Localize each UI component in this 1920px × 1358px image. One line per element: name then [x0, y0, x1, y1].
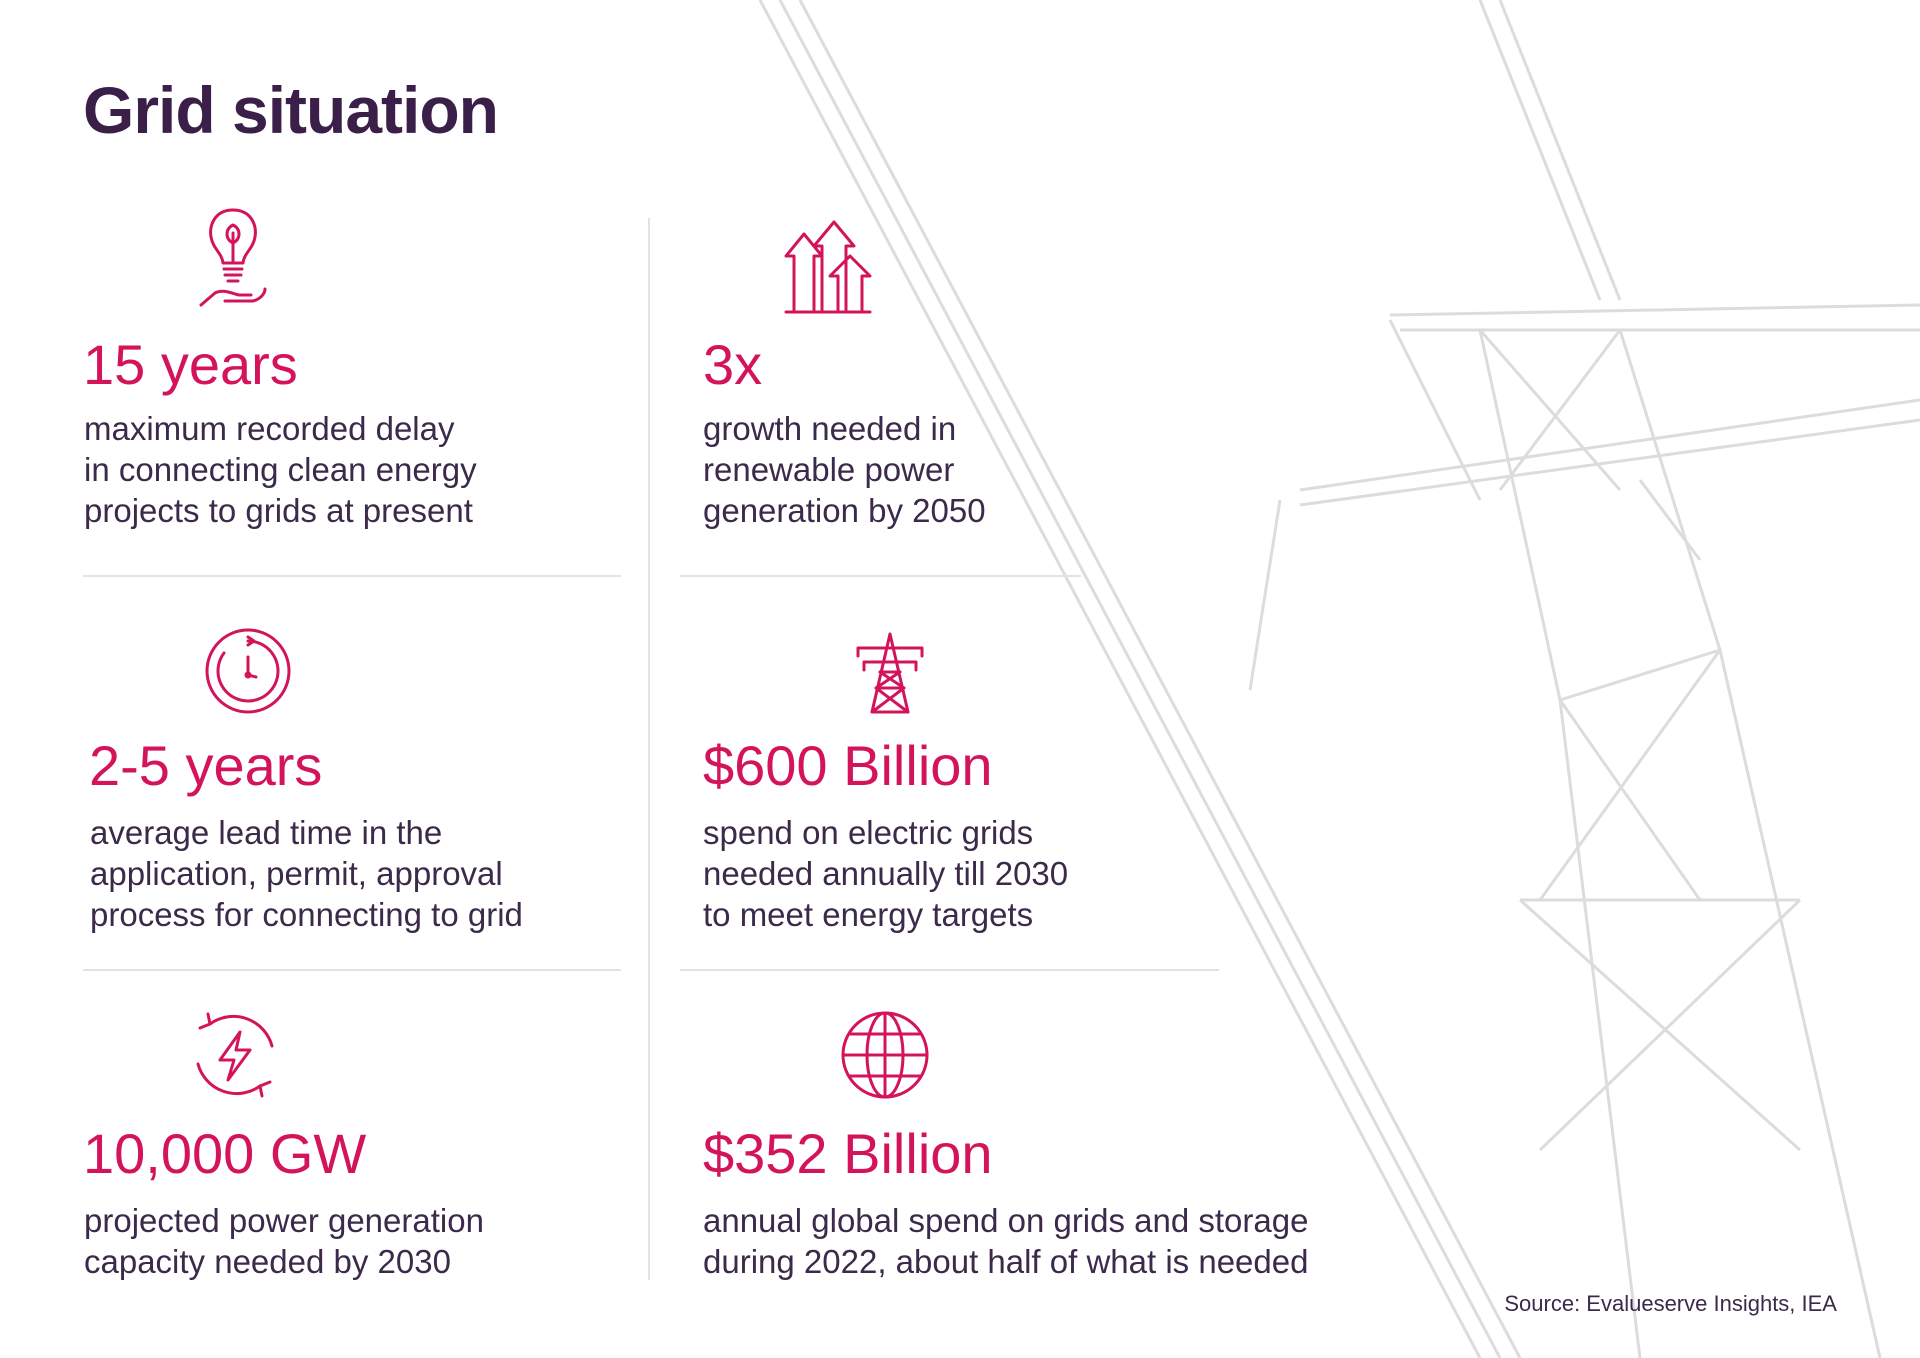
- description-line: needed annually till 2030: [703, 855, 1069, 892]
- description-line: during 2022, about half of what is neede…: [703, 1243, 1309, 1280]
- description-line: in connecting clean energy: [84, 451, 477, 488]
- stat-description: projected power generation capacity neede…: [84, 1200, 484, 1282]
- row-divider: [83, 575, 621, 577]
- description-line: capacity needed by 2030: [84, 1243, 451, 1280]
- energy-icon: [196, 1012, 274, 1098]
- source-note: Source: Evalueserve Insights, IEA: [1504, 1291, 1837, 1316]
- stat-value: 15 years: [83, 333, 298, 396]
- bulb-icon: [199, 208, 267, 307]
- description-line: process for connecting to grid: [90, 896, 523, 933]
- stat-description: growth needed in renewable power generatio…: [703, 408, 986, 531]
- stat-description: maximum recorded delay in connecting clea…: [84, 408, 477, 531]
- description-line: generation by 2050: [703, 492, 986, 529]
- description-line: annual global spend on grids and storage: [703, 1202, 1309, 1239]
- stat-value: $352 Billion: [703, 1122, 993, 1185]
- globe-icon: [841, 1011, 929, 1099]
- stat-value: 3x: [703, 333, 763, 396]
- clock-icon: [205, 628, 291, 714]
- pylon-icon: [856, 632, 924, 714]
- description-line: renewable power: [703, 451, 955, 488]
- description-line: average lead time in the: [90, 814, 443, 851]
- title: Grid situation: [83, 73, 499, 147]
- stat-value: 10,000 GW: [83, 1122, 367, 1185]
- stat-value: 2-5 years: [89, 734, 323, 797]
- stat-description: average lead time in the application, per…: [90, 812, 523, 935]
- description-line: growth needed in: [703, 410, 957, 447]
- stat-value: $600 Billion: [703, 734, 993, 797]
- stat-description: annual global spend on grids and storage…: [703, 1200, 1308, 1282]
- row-divider: [83, 969, 621, 971]
- column-divider: [648, 218, 650, 1280]
- description-line: to meet energy targets: [703, 896, 1034, 933]
- description-line: projects to grids at present: [84, 492, 473, 529]
- stat-description: spend on electric grids needed annually t…: [703, 812, 1068, 935]
- growth-icon: [784, 220, 872, 314]
- row-divider: [680, 575, 1081, 577]
- description-line: application, permit, approval: [90, 855, 503, 892]
- description-line: spend on electric grids: [703, 814, 1034, 851]
- description-line: maximum recorded delay: [84, 410, 455, 447]
- description-line: projected power generation: [84, 1202, 484, 1239]
- row-divider: [680, 969, 1219, 971]
